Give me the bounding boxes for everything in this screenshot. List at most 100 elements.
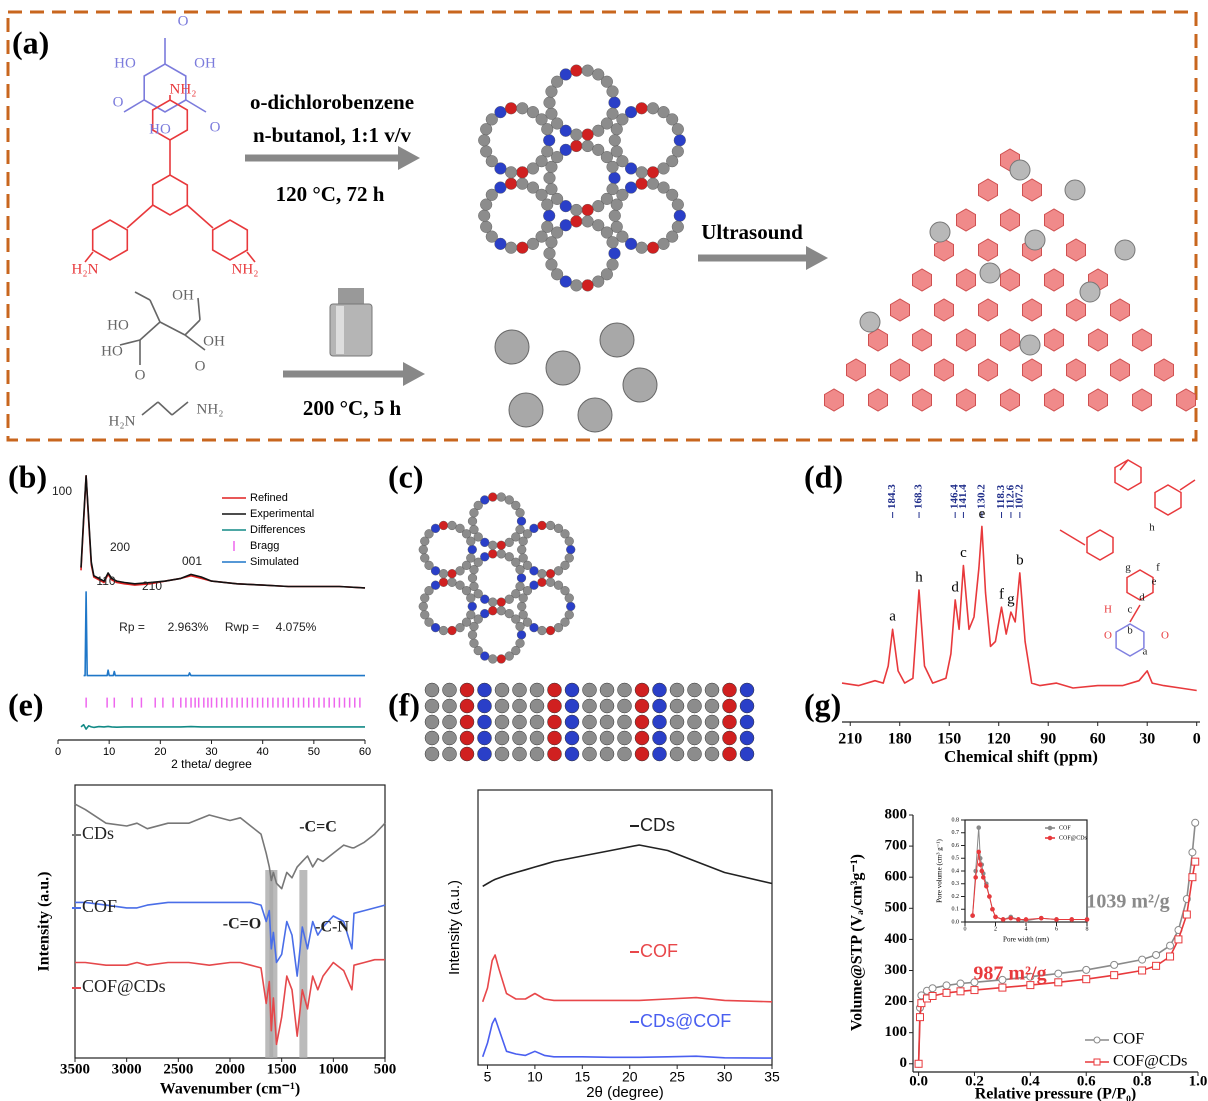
arrow-head (398, 146, 420, 170)
atom (687, 730, 702, 746)
peak-letter: e (979, 506, 986, 522)
x-axis-label: Wavenumber (cm⁻¹) (160, 1081, 300, 1098)
atom (518, 593, 528, 603)
structure-label: O (1104, 630, 1112, 642)
atom (652, 698, 667, 714)
marker (1188, 848, 1197, 857)
atom (496, 654, 506, 664)
carbon-dot (1024, 229, 1046, 251)
marker (998, 983, 1007, 992)
atom (480, 220, 493, 233)
cof-sheet-ring (1044, 328, 1064, 352)
chart: 0.0 0.2 0.4 0.6 0.8 1.0 0 100 200 300 400 500 600 700… (849, 806, 1208, 1101)
atom (494, 730, 510, 746)
marker (1016, 917, 1021, 922)
bond (157, 401, 173, 416)
legend-marker (1093, 1058, 1101, 1066)
atom (722, 730, 737, 746)
atom (545, 569, 556, 579)
atom (553, 623, 564, 633)
x-axis-label: Pore width (nm) (1003, 936, 1050, 944)
y-tick-label: 800 (885, 806, 908, 822)
condition: o-dichlorobenzene (250, 90, 414, 114)
carbon-dot (859, 311, 881, 333)
marker (1182, 910, 1191, 919)
marker (1191, 857, 1200, 866)
cof-sheet-ring (1000, 268, 1020, 292)
atom (704, 698, 720, 714)
atom (466, 593, 476, 603)
annotation: 200 (110, 540, 130, 554)
atom (687, 682, 702, 698)
atom (635, 166, 648, 179)
atom (424, 682, 440, 698)
atom (504, 537, 514, 547)
x-tick-label: 0.8 (1133, 1073, 1152, 1089)
atom-label: HO (149, 121, 171, 137)
atom (673, 134, 686, 147)
atom (547, 746, 562, 762)
series-line (80, 723, 365, 730)
atom (418, 544, 428, 555)
marker (956, 987, 965, 996)
atom (553, 580, 564, 590)
atom (564, 593, 574, 603)
x-tick-label: 2 (994, 926, 997, 932)
marker (973, 875, 978, 880)
y-tick-label: 0.7 (952, 830, 960, 836)
atom (543, 209, 556, 222)
structure-label: d (1139, 592, 1145, 604)
cof-sheet-ring (978, 178, 998, 202)
atom (581, 203, 594, 217)
atom (535, 155, 548, 168)
atom (547, 698, 562, 714)
legend-label: COF@CDs (1059, 835, 1088, 841)
atom (599, 714, 615, 730)
atom (535, 188, 548, 201)
carbon-dot (1019, 334, 1041, 356)
cof-sheet-ring (890, 358, 910, 382)
panel-label: (d) (804, 458, 843, 494)
x-tick-label: 20 (622, 1069, 638, 1085)
atom (617, 698, 632, 714)
chart: 0 10 20 30 40 50 60 2 theta/ degree 100 200 001 110… (52, 475, 371, 771)
atom-label: H₂N (72, 261, 99, 277)
bond (1179, 479, 1196, 491)
atom (669, 682, 685, 698)
atom (512, 730, 527, 746)
marker (917, 999, 926, 1008)
y-tick-label: 300 (885, 962, 908, 978)
atom (608, 96, 621, 109)
atom (610, 145, 623, 158)
atom (617, 730, 632, 746)
atom (541, 145, 554, 158)
atom (541, 198, 554, 211)
atom (592, 200, 605, 213)
cof-sheet-ring (1044, 208, 1064, 232)
chart: 210 180 150 120 90 60 30 0 Chemical shift (ppm) 1… (838, 459, 1201, 766)
cof-sheet-ring (934, 298, 954, 322)
annotation: 987 m²/g (973, 963, 1046, 985)
atom (430, 580, 441, 590)
atom (516, 573, 527, 583)
cof-sheet-ring (1044, 388, 1064, 412)
chart: 3500 3000 2500 2000 1500 1000 500 Wavenumber (c… (36, 784, 396, 1098)
peak-letter: b (1016, 552, 1024, 568)
atom-label: OH (194, 55, 216, 71)
marker (1191, 818, 1200, 827)
atom (480, 537, 490, 547)
atom (570, 139, 583, 153)
marker (987, 894, 992, 899)
atom (570, 128, 583, 141)
atom (606, 107, 619, 120)
atom (551, 75, 564, 88)
x-tick-label: 180 (888, 731, 912, 748)
series-label: CDs@COF (640, 1011, 731, 1031)
atom (447, 520, 457, 531)
y-tick-label: 0 (900, 1055, 908, 1071)
atom (537, 625, 547, 636)
y-tick-label: 0.3 (952, 881, 960, 887)
atom (610, 123, 623, 136)
ring (91, 219, 129, 261)
atom (634, 698, 650, 714)
